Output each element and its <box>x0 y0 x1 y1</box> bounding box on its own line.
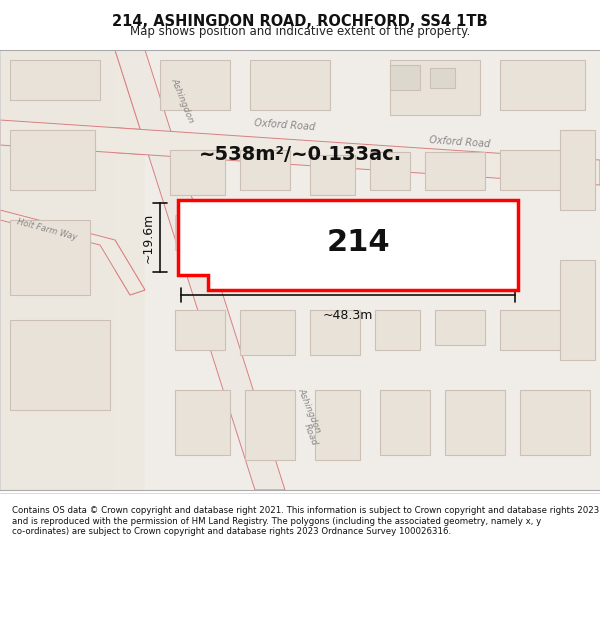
Bar <box>175 310 225 350</box>
Text: ~48.3m: ~48.3m <box>323 309 373 322</box>
Bar <box>425 152 485 190</box>
Bar <box>520 390 590 455</box>
Bar <box>160 60 230 110</box>
Bar <box>375 310 420 350</box>
Text: Oxford Road: Oxford Road <box>254 118 316 132</box>
Bar <box>390 60 480 115</box>
Bar <box>240 310 295 355</box>
Bar <box>380 390 430 455</box>
Bar <box>170 150 225 195</box>
Bar <box>245 390 295 460</box>
Polygon shape <box>115 50 285 490</box>
Text: Contains OS data © Crown copyright and database right 2021. This information is : Contains OS data © Crown copyright and d… <box>12 506 599 536</box>
Text: Road: Road <box>302 422 319 447</box>
Polygon shape <box>178 200 518 290</box>
Text: ~538m²/~0.133ac.: ~538m²/~0.133ac. <box>199 146 401 164</box>
Text: Holt Farm Way: Holt Farm Way <box>16 217 78 242</box>
Bar <box>0 50 115 490</box>
Polygon shape <box>0 120 600 185</box>
Polygon shape <box>0 210 145 295</box>
Bar <box>240 150 290 190</box>
Bar <box>145 50 600 490</box>
Text: Ashingdon: Ashingdon <box>297 386 323 434</box>
Text: Ashingdon: Ashingdon <box>170 76 196 124</box>
Polygon shape <box>0 210 145 295</box>
Bar <box>370 152 410 190</box>
Bar <box>435 310 485 345</box>
Bar <box>560 260 595 360</box>
Bar <box>10 220 90 295</box>
Bar <box>310 310 360 355</box>
Bar <box>560 130 595 210</box>
Text: ~19.6m: ~19.6m <box>142 213 155 262</box>
Text: Map shows position and indicative extent of the property.: Map shows position and indicative extent… <box>130 24 470 38</box>
Bar <box>500 310 580 350</box>
Bar <box>445 390 505 455</box>
Bar <box>10 320 110 410</box>
Bar <box>500 60 585 110</box>
Bar <box>10 60 100 100</box>
Bar <box>175 215 215 250</box>
Bar <box>315 390 360 460</box>
Text: Oxford Road: Oxford Road <box>429 135 491 149</box>
Bar <box>310 155 355 195</box>
Polygon shape <box>0 120 600 185</box>
Text: 214, ASHINGDON ROAD, ROCHFORD, SS4 1TB: 214, ASHINGDON ROAD, ROCHFORD, SS4 1TB <box>112 14 488 29</box>
Text: 214: 214 <box>326 228 390 257</box>
Bar <box>10 130 95 190</box>
Polygon shape <box>115 50 285 490</box>
Bar <box>240 217 278 252</box>
Bar <box>390 65 420 90</box>
Bar <box>175 390 230 455</box>
Bar <box>250 60 330 110</box>
Bar <box>430 68 455 88</box>
Bar <box>500 150 580 190</box>
